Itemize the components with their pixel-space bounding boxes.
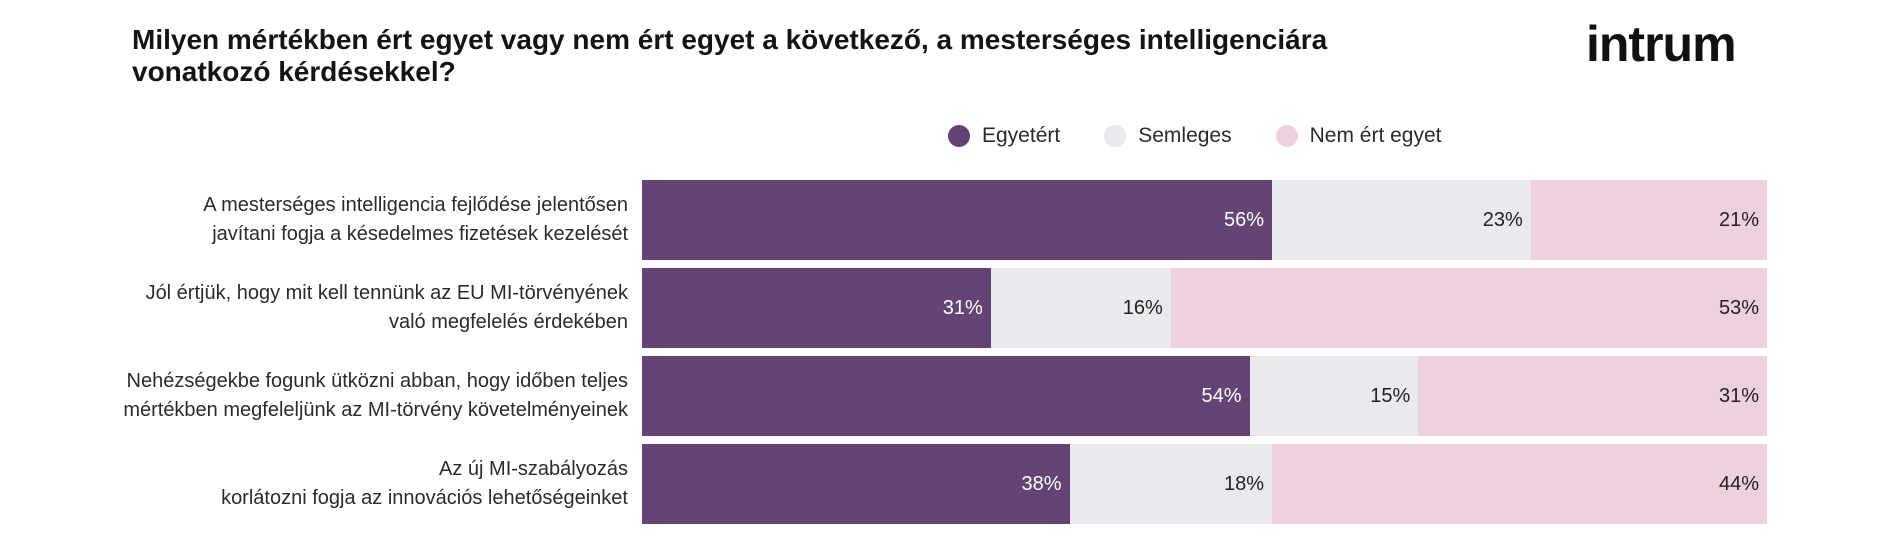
bar-segment-disagree: 44% [1272, 444, 1767, 524]
category-label: Jól értjük, hogy mit kell tennünk az EU … [28, 268, 628, 348]
bar-segment-agree: 31% [642, 268, 991, 348]
bar-segment-neutral: 23% [1272, 180, 1531, 260]
category-label: Nehézségekbe fogunk ütközni abban, hogy … [28, 356, 628, 436]
bar-segment-neutral: 15% [1249, 356, 1419, 436]
stacked-bar: 56% 23% 21% [642, 180, 1767, 260]
category-label-line: korlátozni fogja az innovációs lehetőség… [221, 487, 628, 509]
category-label-line: való megfelelés érdekében [388, 311, 628, 333]
data-label: 21% [1718, 208, 1759, 231]
bar-segment-agree: 54% [642, 356, 1250, 436]
category-label-line: mértékben megfeleljünk az MI-törvény köv… [123, 399, 628, 421]
data-label: 44% [1718, 472, 1759, 495]
bar-row: Az új MI-szabályozás korlátozni fogja az … [0, 444, 1888, 524]
bar-segment-agree: 38% [642, 444, 1070, 524]
legend-label: Egyetért [982, 124, 1061, 147]
data-label: 16% [1122, 296, 1163, 319]
bar-segment-disagree: 21% [1530, 180, 1767, 260]
bar-segment-agree: 56% [642, 180, 1272, 260]
intrum-logo: intrum [1586, 16, 1737, 72]
stacked-bar: 54% 15% 31% [642, 356, 1767, 436]
data-label: 54% [1201, 384, 1242, 407]
data-label: 23% [1482, 208, 1523, 231]
data-label: 31% [1718, 384, 1759, 407]
legend: Egyetért Semleges Nem ért egyet [948, 124, 1486, 148]
legend-label: Semleges [1138, 124, 1232, 147]
category-label-line: javítani fogja a késedelmes fizetések ke… [212, 223, 628, 245]
data-label: 31% [942, 296, 983, 319]
data-label: 53% [1718, 296, 1759, 319]
legend-item-neutral: Semleges [1104, 124, 1232, 148]
stacked-bar: 31% 16% 53% [642, 268, 1767, 348]
bar-segment-disagree: 53% [1170, 268, 1767, 348]
bar-row: Nehézségekbe fogunk ütközni abban, hogy … [0, 356, 1888, 436]
bar-segment-neutral: 18% [1069, 444, 1272, 524]
category-label-line: Nehézségekbe fogunk ütközni abban, hogy … [126, 370, 628, 392]
category-label-line: A mesterséges intelligencia fejlődése je… [203, 194, 628, 216]
legend-swatch-agree [948, 125, 970, 147]
data-label: 38% [1021, 472, 1062, 495]
bar-segment-disagree: 31% [1418, 356, 1767, 436]
legend-swatch-disagree [1275, 125, 1298, 147]
category-label-line: Az új MI-szabályozás [439, 458, 628, 480]
legend-label: Nem ért egyet [1309, 124, 1442, 147]
data-label: 15% [1370, 384, 1411, 407]
category-label: A mesterséges intelligencia fejlődése je… [28, 180, 628, 260]
bar-segment-neutral: 16% [990, 268, 1171, 348]
data-label: 56% [1223, 208, 1264, 231]
category-label-line: Jól értjük, hogy mit kell tennünk az EU … [145, 282, 628, 304]
legend-item-disagree: Nem ért egyet [1275, 124, 1442, 148]
legend-item-agree: Egyetért [948, 124, 1060, 148]
category-label: Az új MI-szabályozás korlátozni fogja az … [28, 444, 628, 524]
bar-row: A mesterséges intelligencia fejlődése je… [0, 180, 1888, 260]
chart-title: Milyen mértékben ért egyet vagy nem ért … [132, 24, 1328, 87]
legend-swatch-neutral [1104, 125, 1127, 147]
stacked-bar: 38% 18% 44% [642, 444, 1767, 524]
data-label: 18% [1223, 472, 1264, 495]
bar-row: Jól értjük, hogy mit kell tennünk az EU … [0, 268, 1888, 348]
